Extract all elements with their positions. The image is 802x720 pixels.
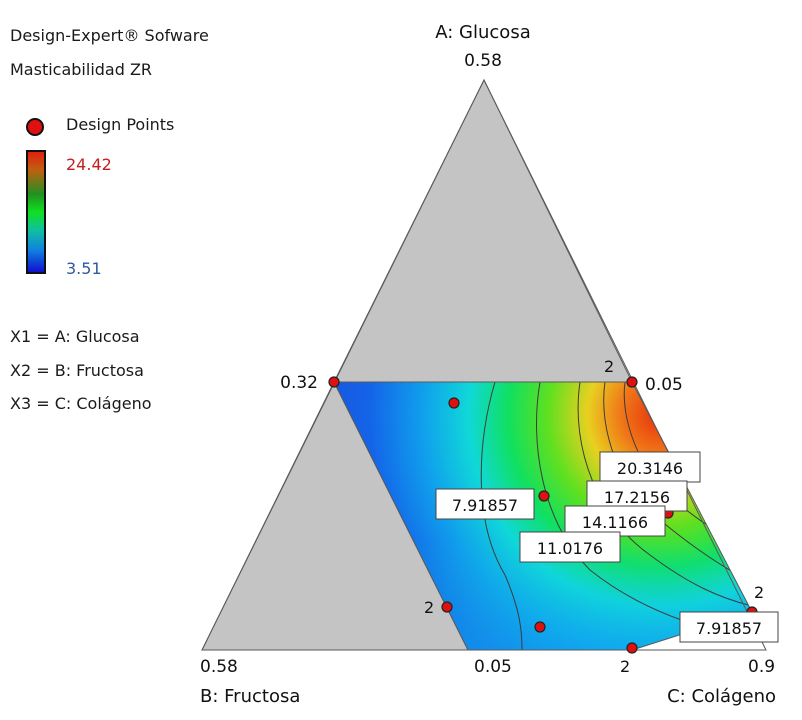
variable-x3: X3 = C: Colágeno — [10, 394, 152, 413]
design-point-legend-icon — [26, 118, 44, 136]
contour-label-11-0176: 11.0176 — [519, 531, 621, 563]
design-point — [626, 642, 638, 654]
design-point — [441, 601, 453, 613]
axis-a-vertex-value: 0.58 — [464, 51, 502, 71]
design-points — [328, 376, 758, 654]
design-point — [534, 621, 546, 633]
color-scale-min: 3.51 — [66, 259, 102, 278]
axis-b-low-value: 0.05 — [474, 657, 512, 677]
design-points-legend-label: Design Points — [66, 115, 175, 134]
axis-c-name: C: Colágeno — [667, 686, 776, 707]
replicate-count-label: 2 — [754, 583, 764, 602]
contour-line-7-91857 — [480, 382, 523, 650]
contour-label-7-91857-right: 7.91857 — [679, 611, 779, 643]
replicate-count-label: 2 — [604, 357, 614, 376]
contour-line-14-1166 — [577, 382, 752, 607]
simplex-outline — [201, 78, 767, 651]
contour-label-text: 11.0176 — [537, 539, 603, 558]
contour-label-text: 17.2156 — [604, 488, 670, 507]
software-label: Design-Expert® Sofware — [10, 26, 209, 45]
variable-x2: X2 = B: Fructosa — [10, 361, 144, 380]
excluded-region-top — [333, 78, 633, 383]
design-point — [328, 376, 340, 388]
axis-b-vertex-value: 0.58 — [200, 657, 238, 677]
color-scale-max: 24.42 — [66, 155, 112, 174]
contour-label-text: 20.3146 — [617, 459, 683, 478]
contour-label-7-91857: 7.91857 — [435, 488, 535, 520]
contour-label-20-3146: 20.3146 — [599, 451, 701, 483]
axis-a-name: A: Glucosa — [435, 22, 530, 43]
contour-label-17-2156: 17.2156 — [586, 480, 688, 512]
design-point — [448, 397, 460, 409]
variable-x1: X1 = A: Glucosa — [10, 327, 140, 346]
replicate-count-label: 2 — [424, 598, 434, 617]
design-point — [538, 490, 550, 502]
contour-label-text: 7.91857 — [696, 619, 762, 638]
contour-label-text: 14.1166 — [582, 513, 648, 532]
axis-c-vertex-value: 0.9 — [748, 657, 775, 677]
axis-c-low-value: 0.05 — [645, 375, 683, 395]
response-label: Masticabilidad ZR — [10, 60, 153, 79]
design-point — [626, 376, 638, 388]
axis-a-low-value: 0.32 — [280, 373, 318, 393]
color-scale-bar — [26, 150, 46, 274]
contour-label-text: 7.91857 — [452, 496, 518, 515]
replicate-count-label: 2 — [620, 657, 630, 676]
axis-b-name: B: Fructosa — [200, 686, 300, 707]
